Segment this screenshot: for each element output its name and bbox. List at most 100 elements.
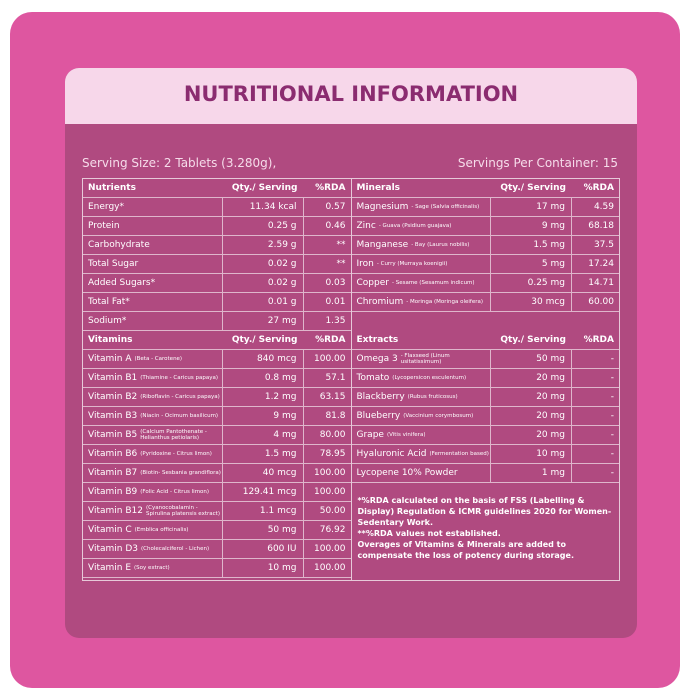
quantity: 4 mg (221, 426, 303, 444)
nutrient-name: Total Sugar (88, 259, 139, 269)
quantity: 10 mg (490, 445, 571, 463)
table-row: Added Sugars* 0.02 g 0.03 (83, 274, 351, 293)
rda: - (571, 388, 619, 406)
nutrient-name: Vitamin A (88, 354, 132, 364)
footnote: *%RDA calculated on the basis of FSS (La… (357, 496, 612, 527)
table-row: Total Fat* 0.01 g 0.01 (83, 293, 351, 312)
column-header: %RDA (583, 335, 614, 345)
nutrient-source: - Flaxseed (Linum usitatissimum) (400, 353, 450, 365)
rda: 76.92 (302, 521, 351, 539)
rda: 78.95 (302, 445, 351, 463)
table-row: Vitamin B6 (Pyridoxine - Citrus limon) 1.5… (83, 445, 351, 464)
table-row: Protein 0.25 g 0.46 (83, 217, 351, 236)
rda: 100.00 (302, 483, 351, 501)
nutrient-source: (Soy extract) (134, 565, 170, 571)
name-cell: Hyaluronic Acid (Fermentation based) (352, 449, 491, 459)
quantity: 1.5 mg (221, 445, 303, 463)
rda: 100.00 (302, 464, 351, 482)
nutrient-source: - Bay (Laurus nobilis) (411, 242, 470, 248)
rda: 4.59 (571, 198, 619, 216)
rda: ** (302, 255, 351, 273)
quantity: 5 mg (490, 255, 571, 273)
quantity: 1 mg (490, 464, 571, 482)
card: NUTRITIONAL INFORMATION Serving Size: 2 … (65, 68, 637, 638)
rda: 1.35 (302, 312, 351, 330)
table-row: Blueberry (Vaccinium corymbosum) 20 mg - (351, 407, 619, 426)
nutrient-name: Vitamin D3 (88, 544, 138, 554)
nutrient-name: Vitamin E (88, 563, 132, 573)
nutrient-name: Magnesium (356, 202, 409, 212)
nutrient-source: (Pyridoxine - Citrus limon) (140, 451, 212, 457)
name-cell: Zinc - Guava (Psidium guajava) (352, 221, 491, 231)
rda: 100.00 (302, 350, 351, 368)
header-row: Vitamins Qty./ Serving %RDA (83, 331, 351, 350)
rda: - (571, 407, 619, 425)
nutrient-source: (Cyanocobalamin - Spirulina platensis ex… (145, 505, 220, 517)
name-cell: Vitamin E (Soy extract) (83, 563, 222, 573)
table-row: Total Sugar 0.02 g ** (83, 255, 351, 274)
nutrient-source: - Sage (Salvia officinalis) (411, 204, 480, 210)
table-row: Chromium - Moringa (Moringa oleifera) 30 m… (351, 293, 619, 312)
nutrient-name: Vitamin B5 (88, 430, 138, 440)
section: Extracts Qty./ Serving %RDA Omega 3- Flaxse… (351, 331, 619, 483)
name-cell: Energy* (83, 202, 222, 212)
nutrient-name: Vitamin B9 (88, 487, 138, 497)
rda: ** (302, 236, 351, 254)
nutrient-name: Vitamin B1 (88, 373, 138, 383)
table-row: Vitamin D3 (Cholecalciferol - Lichen) 600 … (83, 540, 351, 559)
table-row: Vitamin C (Emblica officinalis) 50 mg 76.92 (83, 521, 351, 540)
name-cell: Vitamin A (Beta - Carotene) (83, 354, 222, 364)
rda: 50.00 (302, 502, 351, 520)
rda: - (571, 464, 619, 482)
quantity: 1.1 mcg (221, 502, 303, 520)
nutrient-name: Manganese (356, 240, 409, 250)
name-cell: Vitamin D3 (Cholecalciferol - Lichen) (83, 544, 222, 554)
name-cell: Added Sugars* (83, 278, 222, 288)
servings-per-container: Servings Per Container: 15 (457, 156, 618, 170)
name-cell: Protein (83, 221, 222, 231)
table-row: Vitamin B5 (Calcium Pantothenate - Helian… (83, 426, 351, 445)
right-column: Minerals Qty./ Serving %RDA Magnesium - Sage… (350, 179, 619, 580)
nutrient-name: Chromium (356, 297, 404, 307)
name-cell: Vitamin B1 (Thiamine - Caricus papaya) (83, 373, 222, 383)
quantity: 40 mcg (221, 464, 303, 482)
name-cell: Total Fat* (83, 297, 222, 307)
nutrient-source: (Fermentation based) (429, 451, 489, 457)
left-column: Nutrients Qty./ Serving %RDA Energy* 11.34 k… (83, 179, 351, 580)
title: NUTRITIONAL INFORMATION (183, 82, 519, 106)
nutrient-name: Hyaluronic Acid (356, 449, 427, 459)
table-row: Energy* 11.34 kcal 0.57 (83, 198, 351, 217)
rda: 0.57 (302, 198, 351, 216)
nutrient-source: (Calcium Pantothenate - Helianthus petio… (140, 429, 207, 441)
name-cell: Manganese - Bay (Laurus nobilis) (352, 240, 491, 250)
rda: 37.5 (571, 236, 619, 254)
column-header: Qty./ Serving (500, 335, 566, 345)
column-header: Qty./ Serving (231, 335, 298, 345)
table-row: Vitamin B3 (Niacin - Ocimum basilicum) 9 m… (83, 407, 351, 426)
rda: 0.03 (302, 274, 351, 292)
nutrient-name: Vitamin B3 (88, 411, 138, 421)
name-cell: Vitamin B9 (Folic Acid - Citrus limon) (83, 487, 222, 497)
quantity: 10 mg (221, 559, 303, 577)
nutrient-source: (Riboflavin - Caricus papaya) (140, 394, 220, 400)
name-cell: Iron - Curry (Murraya koenigii) (352, 259, 491, 269)
nutrient-name: Vitamin B12 (88, 506, 143, 516)
header-band (65, 68, 637, 124)
nutrient-source: - Sesame (Sesamum indicum) (391, 280, 475, 286)
nutrient-source: (Thiamine - Caricus papaya) (140, 375, 218, 381)
quantity: 840 mcg (221, 350, 303, 368)
name-cell: Sodium* (83, 316, 222, 326)
nutrition-table: Nutrients Qty./ Serving %RDA Energy* 11.34 k… (82, 178, 620, 581)
table-row: Zinc - Guava (Psidium guajava) 9 mg 68.18 (351, 217, 619, 236)
nutrient-source: (Rubus fruticosus) (407, 394, 458, 400)
nutrient-source: (Emblica officinalis) (134, 527, 189, 533)
nutrient-name: Lycopene 10% Powder (356, 468, 458, 478)
header-row: Nutrients Qty./ Serving %RDA (83, 179, 351, 198)
nutrient-source: (Vaccinium corymbosum) (403, 413, 474, 419)
table-row: Carbohydrate 2.59 g ** (83, 236, 351, 255)
name-cell: Vitamin B12 (Cyanocobalamin - Spirulina p… (83, 505, 222, 517)
rda: 81.8 (302, 407, 351, 425)
quantity: 0.02 g (221, 274, 303, 292)
rda: 14.71 (571, 274, 619, 292)
